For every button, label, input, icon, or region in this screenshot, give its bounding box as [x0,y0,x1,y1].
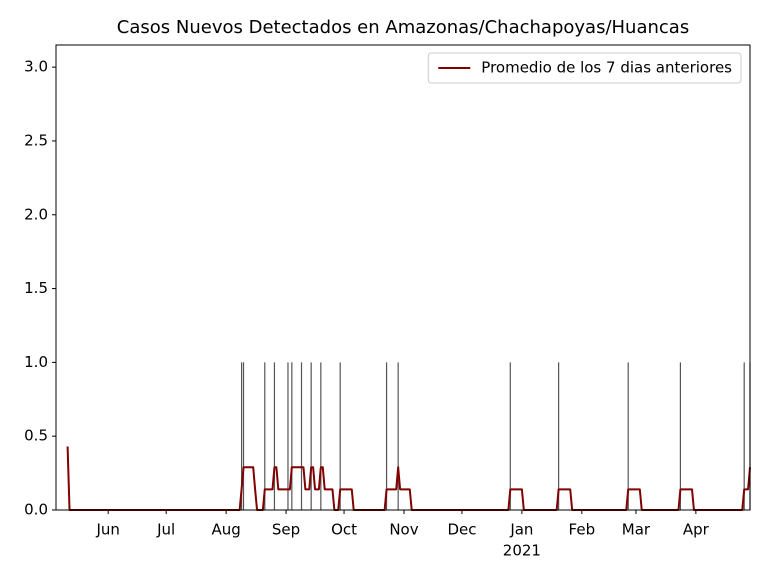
x-tick-label: Dec [447,521,476,539]
x-tick-label: Jan [509,521,533,539]
x-tick-label: Apr [683,521,710,539]
y-tick-label: 1.0 [24,353,48,371]
x-tick-label: Nov [389,521,418,539]
y-tick-label: 2.5 [24,131,48,149]
y-tick-label: 0.0 [24,501,48,519]
chart-title: Casos Nuevos Detectados en Amazonas/Chac… [117,17,689,38]
x-tick-label: Feb [569,521,596,539]
x-tick-label: Sep [272,521,300,539]
avg-line [66,446,751,511]
legend-box [427,52,742,84]
x-tick-label: Aug [211,521,240,539]
y-tick-label: 1.5 [24,279,48,297]
x-year-label: 2021 [503,542,541,560]
legend: Promedio de los 7 dias anteriores [427,52,742,84]
y-tick-label: 3.0 [24,58,48,76]
x-tick-label: Jun [95,521,119,539]
x-tick-label: Oct [331,521,357,539]
legend-label: Promedio de los 7 dias anteriores [481,59,732,77]
y-tick-label: 0.5 [24,427,48,445]
plot-frame [55,44,751,511]
y-tick-label: 2.0 [24,205,48,223]
x-tick-label: Mar [622,521,651,539]
x-tick-label: Jul [156,521,175,539]
